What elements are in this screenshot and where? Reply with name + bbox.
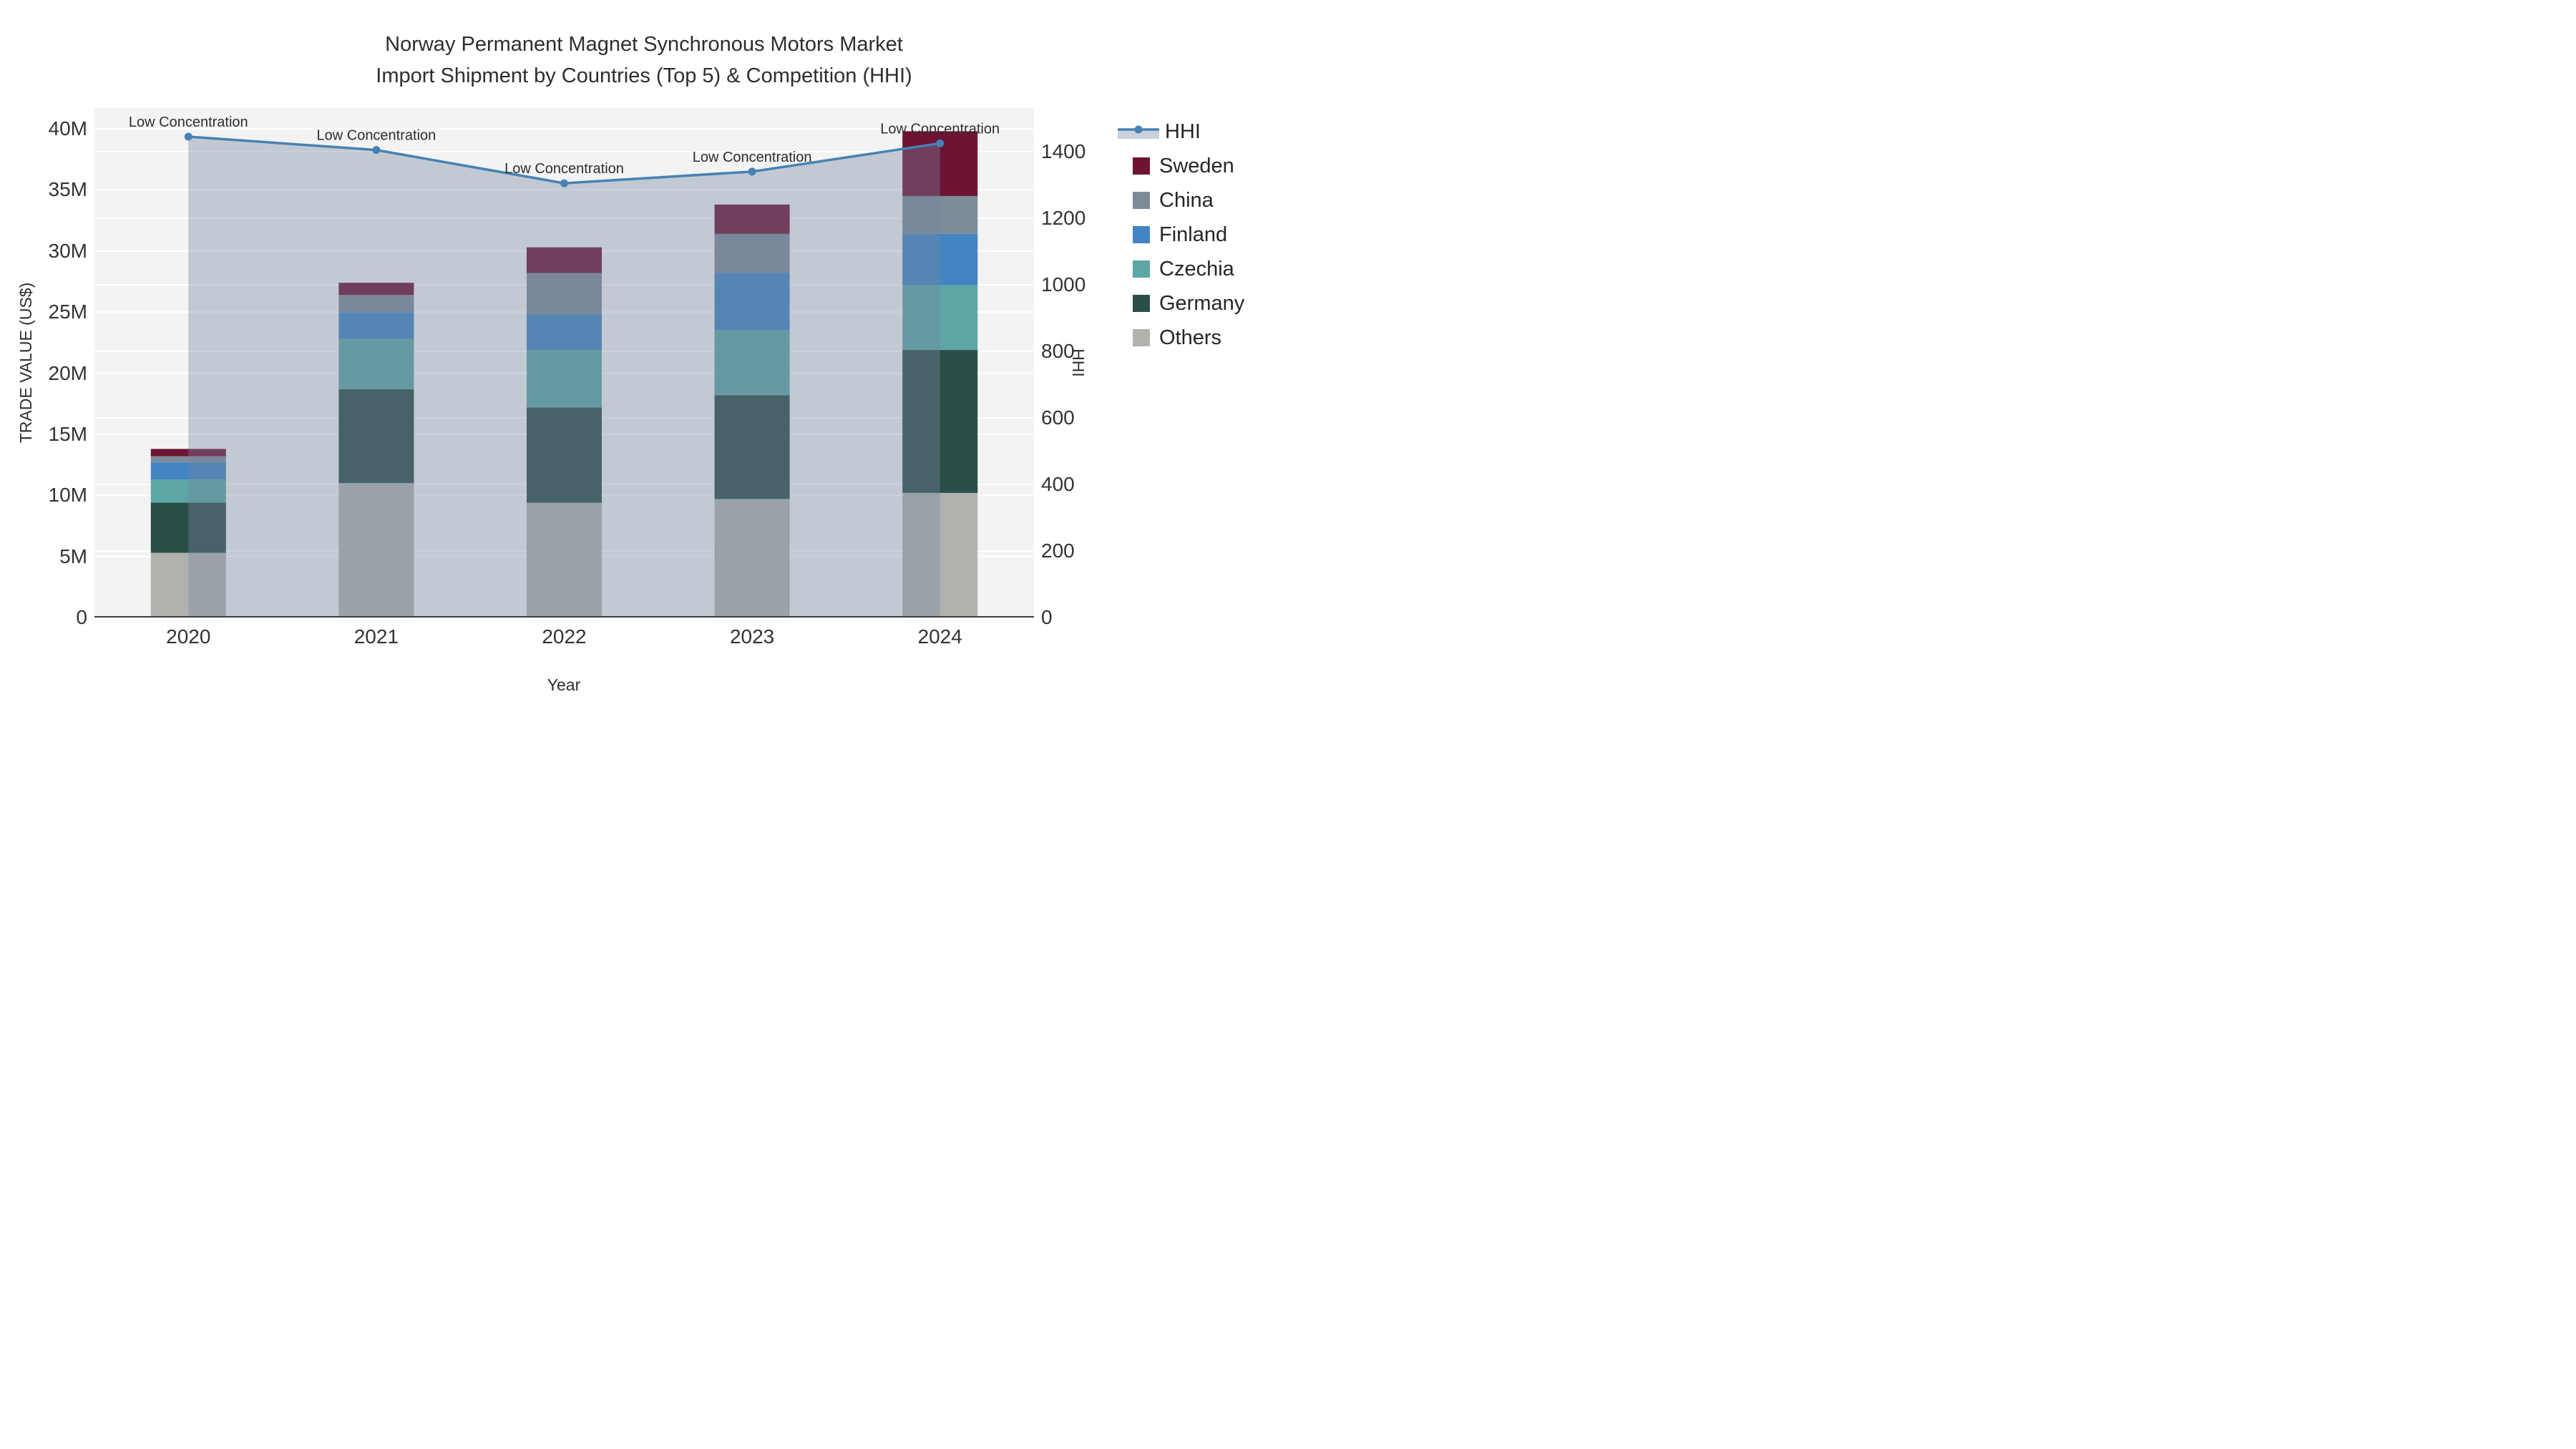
chart-canvas: Low Concentration Low Concentration Low Co… xyxy=(94,114,1034,618)
bar-segment-2022-sweden[interactable] xyxy=(526,247,602,273)
y-left-tick-0: 0 xyxy=(76,606,87,628)
legend-swatch-sweden xyxy=(1133,157,1150,175)
bar-segment-2021-finland[interactable] xyxy=(338,312,414,339)
y-right-tick-1000: 1000 xyxy=(1041,273,1086,296)
y-right-tick-400: 400 xyxy=(1041,472,1075,495)
bar-segment-2022-china[interactable] xyxy=(526,273,602,315)
y-left-tick-5M: 5M xyxy=(59,545,87,567)
chart-title: Norway Permanent Magnet Synchronous Moto… xyxy=(0,29,1288,92)
bar-segment-2024-china[interactable] xyxy=(902,195,978,234)
bar-segment-2020-others[interactable] xyxy=(150,552,226,618)
legend-hhi-line-icon xyxy=(1118,125,1159,139)
y-left-tick-35M: 35M xyxy=(48,178,87,201)
legend-swatch-germany xyxy=(1133,295,1150,312)
plot-area: Low Concentration Low Concentration Low Co… xyxy=(94,108,1034,618)
bar-segment-2024-finland[interactable] xyxy=(902,233,978,286)
legend-label-germany: Germany xyxy=(1159,291,1245,315)
x-tick-2020: 2020 xyxy=(166,625,211,648)
x-tick-2023: 2023 xyxy=(729,625,775,648)
chart-title-line1: Norway Permanent Magnet Synchronous Moto… xyxy=(385,33,903,56)
hhi-area-fill xyxy=(188,136,940,618)
legend-swatch-czechia xyxy=(1133,260,1150,278)
hhi-marker-2023[interactable] xyxy=(748,167,756,176)
y-left-tick-10M: 10M xyxy=(48,484,87,507)
annotation-low-concentration-2020: Low Concentration xyxy=(129,114,248,130)
y-right-axis-title: HHI xyxy=(1069,348,1088,377)
bar-segment-2022-others[interactable] xyxy=(526,502,602,618)
legend-swatch-finland xyxy=(1133,226,1150,243)
x-tick-2024: 2024 xyxy=(917,625,962,648)
legend-item-china[interactable]: China xyxy=(1133,183,1244,218)
bar-segment-2022-finland[interactable] xyxy=(526,314,602,351)
hhi-marker-2020[interactable] xyxy=(184,132,192,141)
y-right-tick-800: 800 xyxy=(1041,339,1075,362)
y-right-tick-0: 0 xyxy=(1041,606,1053,628)
legend-item-germany[interactable]: Germany xyxy=(1133,286,1244,321)
bar-segment-2020-sweden[interactable] xyxy=(150,449,226,457)
legend-swatch-others xyxy=(1133,329,1150,346)
bar-segment-2020-germany[interactable] xyxy=(150,502,226,553)
bar-segment-2021-germany[interactable] xyxy=(338,389,414,484)
bar-segment-2023-finland[interactable] xyxy=(714,273,790,331)
y-left-tick-15M: 15M xyxy=(48,422,87,445)
bar-segment-2024-others[interactable] xyxy=(902,492,978,618)
bar-segment-2021-others[interactable] xyxy=(338,483,414,618)
bar-segment-2021-china[interactable] xyxy=(338,295,414,313)
bar-segment-2023-germany[interactable] xyxy=(714,395,790,499)
legend-item-czechia[interactable]: Czechia xyxy=(1133,252,1244,286)
legend-label-czechia: Czechia xyxy=(1159,257,1234,280)
legend-item-hhi[interactable]: HHI xyxy=(1118,114,1244,149)
bar-segment-2022-germany[interactable] xyxy=(526,407,602,503)
legend-label-hhi: HHI xyxy=(1165,119,1201,143)
x-axis-title: Year xyxy=(547,675,581,694)
bar-segment-2024-germany[interactable] xyxy=(902,350,978,493)
y-right-tick-200: 200 xyxy=(1041,539,1075,562)
bar-segment-2023-czechia[interactable] xyxy=(714,330,790,396)
legend: HHI Sweden China Finland Czechia Germany Other… xyxy=(1118,114,1244,355)
bar-segment-2020-czechia[interactable] xyxy=(150,479,226,503)
y-left-tick-30M: 30M xyxy=(48,239,87,262)
y-left-tick-40M: 40M xyxy=(48,117,87,140)
hhi-marker-2024[interactable] xyxy=(936,139,945,147)
y-left-tick-25M: 25M xyxy=(48,301,87,323)
y-left-axis-title: TRADE VALUE (US$) xyxy=(16,282,35,444)
bar-segment-2021-sweden[interactable] xyxy=(338,283,414,296)
bar-segment-2023-sweden[interactable] xyxy=(714,204,790,234)
x-tick-2021: 2021 xyxy=(353,625,399,648)
x-tick-2022: 2022 xyxy=(542,625,587,648)
bar-segment-2022-czechia[interactable] xyxy=(526,350,602,408)
legend-swatch-china xyxy=(1133,192,1150,209)
bar-segment-2021-czechia[interactable] xyxy=(338,338,414,389)
legend-item-others[interactable]: Others xyxy=(1133,321,1244,355)
y-right-tick-1400: 1400 xyxy=(1041,140,1086,162)
bar-segment-2020-china[interactable] xyxy=(150,456,226,463)
annotation-low-concentration-2024: Low Concentration xyxy=(880,121,1000,137)
bar-segment-2023-china[interactable] xyxy=(714,233,790,273)
bar-segment-2023-others[interactable] xyxy=(714,499,790,618)
bar-segment-2024-czechia[interactable] xyxy=(902,285,978,351)
legend-label-others: Others xyxy=(1159,326,1222,349)
legend-item-finland[interactable]: Finland xyxy=(1133,218,1244,252)
hhi-marker-2021[interactable] xyxy=(372,146,381,155)
legend-label-finland: Finland xyxy=(1159,223,1228,246)
hhi-marker-2022[interactable] xyxy=(560,179,568,187)
annotation-low-concentration-2022: Low Concentration xyxy=(504,161,624,177)
annotation-low-concentration-2023: Low Concentration xyxy=(693,150,812,165)
figure: Norway Permanent Magnet Synchronous Moto… xyxy=(0,0,1288,725)
legend-label-china: China xyxy=(1159,188,1214,212)
y-right-tick-600: 600 xyxy=(1041,406,1075,429)
chart-title-line2: Import Shipment by Countries (Top 5) & C… xyxy=(376,64,912,87)
y-right-tick-1200: 1200 xyxy=(1041,206,1086,229)
legend-item-sweden[interactable]: Sweden xyxy=(1133,149,1244,183)
y-left-tick-20M: 20M xyxy=(48,361,87,384)
legend-label-sweden: Sweden xyxy=(1159,154,1234,177)
annotation-low-concentration-2021: Low Concentration xyxy=(317,128,436,144)
bar-segment-2020-finland[interactable] xyxy=(150,462,226,480)
